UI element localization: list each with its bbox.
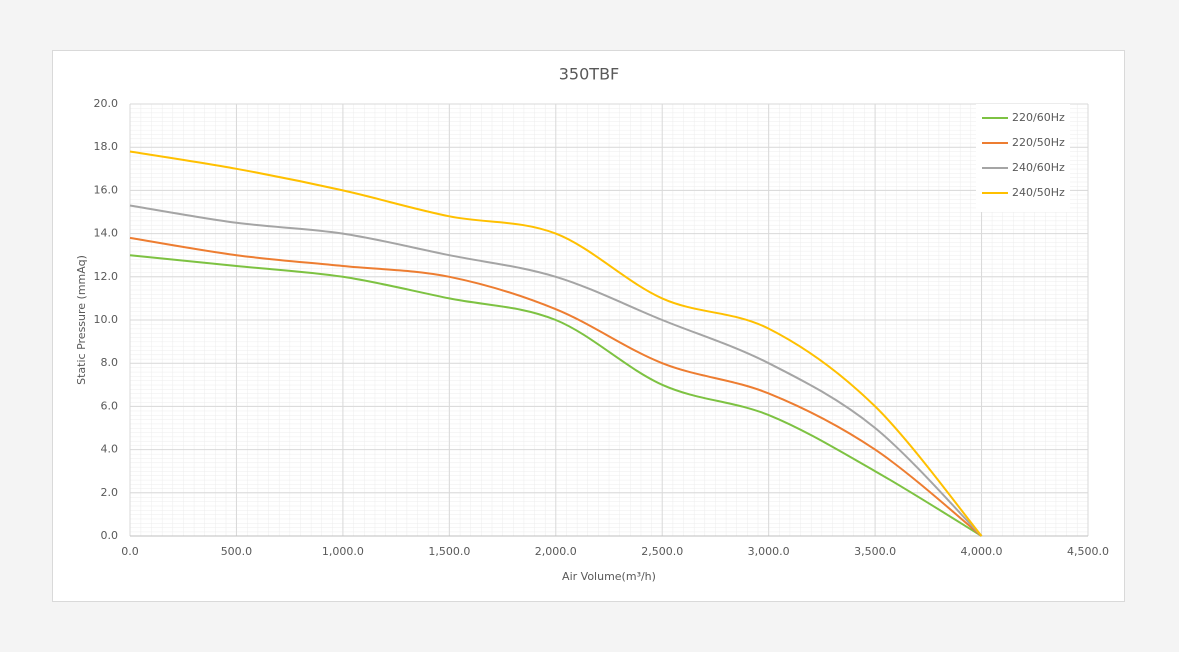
x-tick-label: 500.0 (221, 545, 253, 558)
legend-label: 240/60Hz (1012, 161, 1065, 174)
x-tick-label: 4,000.0 (961, 545, 1003, 558)
y-tick-label: 8.0 (101, 356, 119, 369)
y-tick-label: 2.0 (101, 486, 119, 499)
x-tick-label: 2,000.0 (535, 545, 577, 558)
x-tick-label: 3,000.0 (748, 545, 790, 558)
series-line (129, 254, 983, 537)
x-tick-label: 2,500.0 (641, 545, 683, 558)
x-tick-label: 1,500.0 (428, 545, 470, 558)
x-tick-label: 3,500.0 (854, 545, 896, 558)
y-tick-label: 12.0 (94, 270, 119, 283)
chart-title: 350TBF (559, 65, 620, 84)
legend-label: 220/60Hz (1012, 111, 1065, 124)
series-line (129, 150, 983, 537)
series-line (129, 204, 983, 537)
y-tick-label: 10.0 (94, 313, 119, 326)
x-axis-label: Air Volume(m³/h) (562, 570, 656, 583)
y-tick-label: 16.0 (94, 183, 119, 196)
legend-label: 220/50Hz (1012, 136, 1065, 149)
x-tick-label: 4,500.0 (1067, 545, 1109, 558)
series-line (129, 236, 983, 537)
y-axis-label: Static Pressure (mmAq) (75, 255, 88, 385)
y-tick-label: 4.0 (101, 443, 119, 456)
y-tick-label: 18.0 (94, 140, 119, 153)
legend-label: 240/50Hz (1012, 186, 1065, 199)
y-tick-label: 6.0 (101, 399, 119, 412)
y-tick-label: 14.0 (94, 227, 119, 240)
x-tick-label: 0.0 (121, 545, 139, 558)
y-tick-label: 0.0 (101, 529, 119, 542)
y-tick-label: 20.0 (94, 97, 119, 110)
x-tick-label: 1,000.0 (322, 545, 364, 558)
